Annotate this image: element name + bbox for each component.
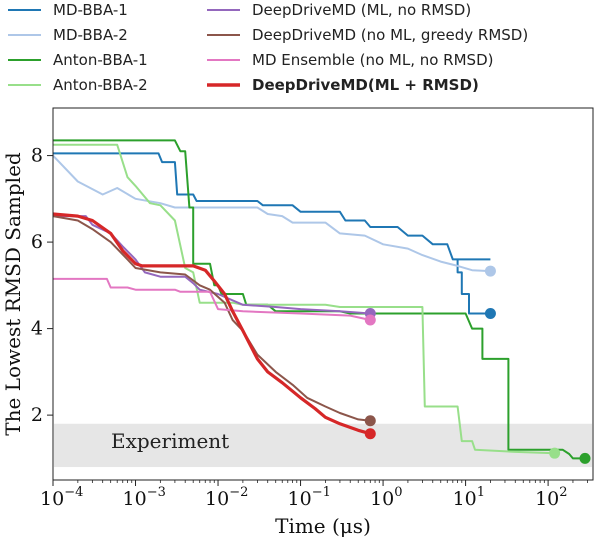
y-tick-label-1: 4	[31, 318, 43, 340]
series-2-line	[53, 139, 585, 460]
series-1-line	[52, 154, 491, 273]
series-layer	[52, 139, 591, 464]
legend: MD-BBA-1 MD-BBA-2 Anton-BBA-1 Anton-BBA-2 De…	[8, 1, 528, 94]
y-tick-label-3: 8	[31, 145, 43, 167]
legend-label-6: MD Ensemble (no ML, no RMSD)	[252, 51, 493, 69]
series-0-line-tail	[456, 259, 491, 315]
x-axis: 10−4 10−3 10−2 10−1 100 101 102	[40, 480, 588, 510]
series-0-end-marker	[484, 307, 496, 319]
x-tick-label-0: 10−4	[40, 485, 83, 510]
series-4-line	[53, 215, 371, 315]
y-tick-label-2: 6	[31, 231, 43, 253]
y-tick-label-0: 2	[31, 404, 43, 426]
series-0-line	[53, 152, 491, 261]
legend-label-7: DeepDriveMD(ML + RMSD)	[252, 76, 479, 94]
series-3-end-marker	[549, 447, 561, 459]
y-axis-label: The Lowest RMSD Sampled	[1, 152, 25, 436]
series-5-line	[52, 215, 371, 422]
legend-label-3: Anton-BBA-2	[53, 76, 148, 94]
x-tick-label-4: 100	[370, 485, 402, 510]
series-6-end-marker	[364, 314, 376, 326]
legend-label-0: MD-BBA-1	[53, 1, 128, 19]
experiment-band-label: Experiment	[111, 429, 229, 453]
legend-label-2: Anton-BBA-1	[53, 51, 148, 69]
experiment-band	[54, 423, 592, 468]
legend-label-5: DeepDriveMD (no ML, greedy RMSD)	[252, 26, 528, 44]
x-tick-label-1: 10−3	[123, 485, 166, 510]
x-tick-label-2: 10−2	[205, 485, 248, 510]
series-5-end-marker	[364, 415, 376, 427]
series-6-line	[53, 277, 371, 321]
plot-frame	[52, 107, 594, 481]
y-axis: 2 4 6 8	[31, 145, 53, 426]
x-tick-label-5: 101	[453, 485, 485, 510]
legend-label-4: DeepDriveMD (ML, no RMSD)	[252, 1, 471, 19]
x-tick-label-3: 10−1	[288, 485, 331, 510]
series-7-end-marker	[364, 428, 376, 440]
legend-label-1: MD-BBA-2	[53, 26, 128, 44]
series-3-line	[53, 143, 555, 455]
series-1-end-marker	[484, 265, 496, 277]
x-axis-label: Time (μs)	[275, 514, 371, 538]
x-tick-label-6: 102	[535, 485, 567, 510]
series-2-end-marker	[579, 452, 591, 464]
plot-area: Experiment	[52, 107, 594, 481]
series-7-line	[52, 212, 371, 436]
